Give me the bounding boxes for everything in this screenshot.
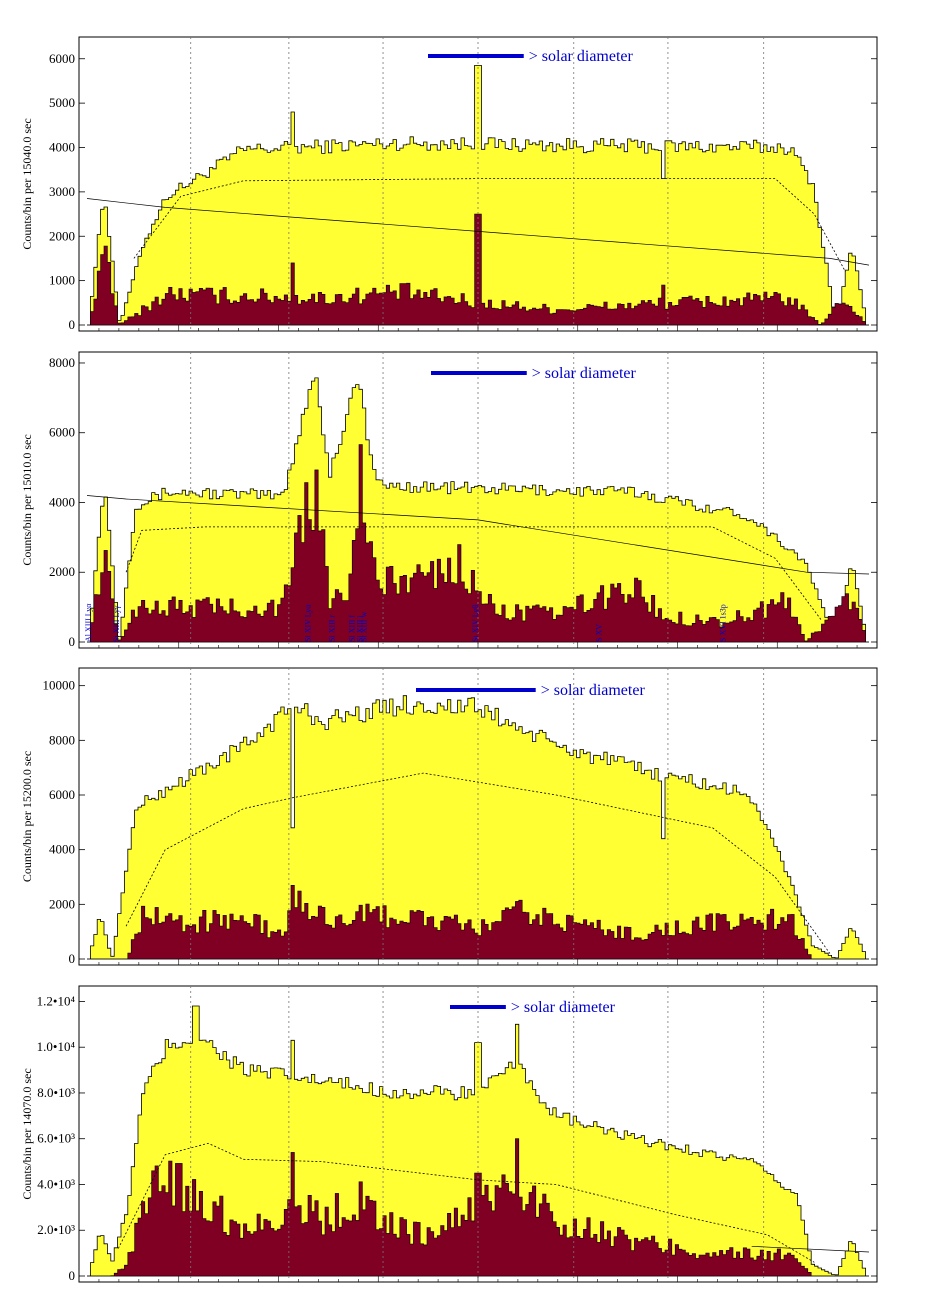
spectral-line-label: Al XIII Lyα [84,603,93,642]
model-dashed-curve [125,772,831,954]
model-dashed-curve [117,1142,815,1263]
spectral-line-label: S XVI 1s3p [718,604,727,642]
y-tick-label: 0 [69,317,76,332]
panel-3: 0 2000 4000 6000 8000 10000 Counts/bin per 152… [20,667,878,966]
y-tick-label: 6000 [49,425,75,440]
y-axis-label: Counts/bin per 15040.0 sec [20,118,34,249]
y-tick-label: 5000 [49,95,75,110]
y-axis-label: Counts/bin per 15010.0 sec [20,434,34,565]
spectral-line-label: Si XIV Lyα [303,604,312,642]
y-tick-label: 6000 [49,787,75,802]
solar-diameter-label: > solar diameter [511,999,616,1016]
y-tick-label: 8.0•10³ [37,1085,75,1100]
y-tick-label: 2000 [49,896,75,911]
y-tick-label: 1000 [49,273,75,288]
y-tick-label: 4000 [49,494,75,509]
y-tick-label: 1.0•10⁴ [37,1039,76,1054]
y-axis-label: Counts/bin per 14070.0 sec [20,1068,34,1199]
spectral-line-label: Si XIII r [327,615,336,642]
y-tick-label: 0 [69,634,76,649]
total-counts-histogram [87,65,869,326]
background-line [86,495,870,575]
background-line [86,198,870,266]
y-tick-label: 3000 [49,184,75,199]
y-tick-label: 0 [69,951,76,966]
solar-diameter-label: > solar diameter [529,48,634,65]
y-tick-label: 6000 [49,51,75,66]
panel-1: 0 1000 2000 3000 4000 5000 6000 Counts/bin per … [20,36,878,332]
panel-4: 0 2.0•10³ 4.0•10³ 6.0•10³ 8.0•10³ 1.0•10⁴ 1.2•… [20,985,878,1283]
y-tick-label: 2000 [49,564,75,579]
y-tick-label: 2.0•10³ [37,1222,75,1237]
y-tick-label: 2000 [49,228,75,243]
y-tick-label: 8000 [49,355,75,370]
total-counts-histogram [87,377,869,643]
panel-2: 0 2000 4000 6000 8000 Counts/bin per 15010.0 … [20,351,878,649]
spectral-line-label: Si XIII f [347,615,356,642]
model-dashed-curve [125,526,823,622]
spectral-line-label: Si XIV Lyβ [471,605,480,642]
background-line [751,1245,870,1253]
y-tick-label: 6.0•10³ [37,1131,75,1146]
y-tick-label: 4000 [49,842,75,857]
y-axis-label: Counts/bin per 15200.0 sec [20,751,34,882]
spectral-line-label: Si XIII i [355,615,364,642]
solar-diameter-label: > solar diameter [532,365,637,382]
y-tick-label: 0 [69,1268,76,1283]
subset-counts-histogram [87,213,869,326]
spectral-line-label: S XV [595,624,604,642]
y-tick-label: 4.0•10³ [37,1176,75,1191]
spectral-line-label: Si XIII Lyγ [112,605,121,642]
y-tick-label: 1.2•10⁴ [37,993,76,1008]
spectral-line-label: Si XIII w [359,612,368,642]
y-tick-label: 10000 [43,678,76,693]
solar-diameter-label: > solar diameter [541,682,646,699]
y-tick-label: 8000 [49,732,75,747]
subset-counts-histogram [87,885,869,960]
y-tick-label: 4000 [49,140,75,155]
